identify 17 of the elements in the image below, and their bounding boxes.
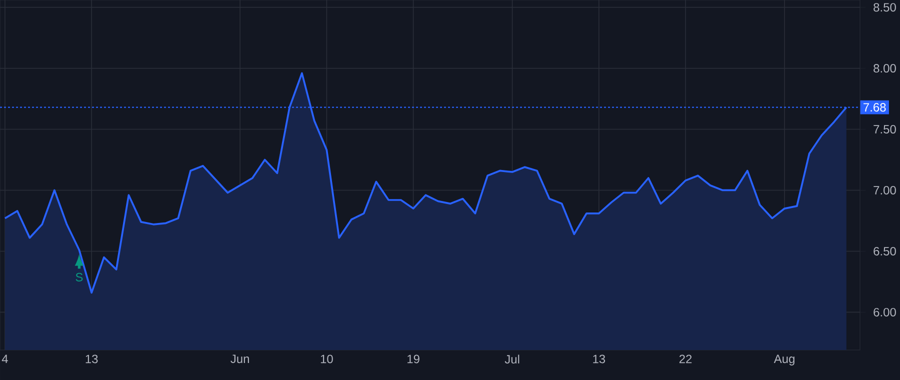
annotation: S [76,272,83,282]
x-tick-label: 13 [86,354,98,364]
x-tick-label: 13 [593,354,606,364]
x-tick-label: Jul [504,354,520,364]
x-tick-label: 4 [2,354,8,363]
y-tick-label: 8.00 [874,64,896,73]
x-tick-label: Jun [230,354,249,364]
y-tick-label: 8.50 [874,3,896,12]
y-tick-label: 7.00 [874,186,896,194]
x-tick-label: 10 [320,354,333,364]
ref-line-label: 7.68 [864,103,886,112]
y-tick-label: 6.50 [874,246,896,256]
x-tick-label: 19 [408,354,420,364]
x-tick-label: 22 [679,354,692,364]
x-tick-label: Aug [774,354,794,366]
y-tick-label: 7.50 [874,125,896,134]
y-tick-label: 6.00 [874,308,896,316]
